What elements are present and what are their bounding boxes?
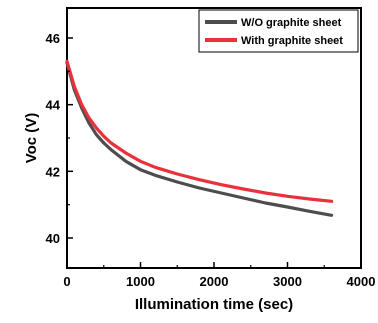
legend-label-2: With graphite sheet [241, 35, 343, 47]
x-tick-label: 1000 [126, 274, 155, 289]
legend: W/O graphite sheet With graphite sheet [198, 9, 359, 53]
series-layer [65, 59, 334, 217]
x-axis: 0 1000 2000 3000 4000 [63, 262, 375, 289]
y-tick-label: 40 [46, 231, 60, 246]
y-tick-label: 44 [46, 98, 61, 113]
legend-box [198, 9, 359, 53]
x-tick-label: 0 [63, 274, 70, 289]
series-line-1 [65, 61, 334, 217]
x-tick-label: 2000 [200, 274, 229, 289]
legend-label-1: W/O graphite sheet [241, 17, 342, 29]
x-tick-label: 3000 [273, 274, 302, 289]
y-tick-label: 42 [46, 164, 60, 179]
y-axis: 40 42 44 46 [46, 31, 73, 246]
x-tick-label: 4000 [347, 274, 376, 289]
y-tick-label: 46 [46, 31, 60, 46]
y-axis-label: Voc (V) [23, 113, 40, 164]
x-axis-label: Illumination time (sec) [135, 296, 293, 313]
series-line-2 [65, 59, 334, 203]
